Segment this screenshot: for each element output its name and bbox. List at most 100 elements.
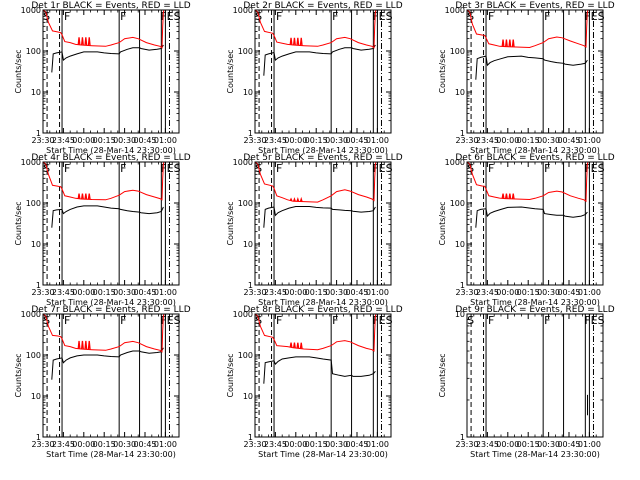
x-tick-label: 23:45 <box>476 440 499 449</box>
marker-label-f: F <box>488 10 494 23</box>
x-tick-label: 00:30 <box>113 136 136 145</box>
x-tick-label: 01:00 <box>366 440 389 449</box>
x-tick-label: 00:30 <box>537 136 560 145</box>
x-tick-label: 00:30 <box>537 288 560 297</box>
lld-spike <box>292 342 296 349</box>
x-tick-label: 23:30 <box>455 136 478 145</box>
events-series-line <box>51 347 164 380</box>
y-tick-label: 100 <box>238 351 253 360</box>
events-series-line <box>475 206 588 228</box>
marker-label-f: F <box>276 162 282 175</box>
y-tick-label: 100 <box>450 199 465 208</box>
x-axis-title: Start Time (28-Mar-14 23:30:00) <box>46 146 176 155</box>
lld-spike <box>80 340 84 350</box>
lld-series-line <box>466 161 589 203</box>
events-series-line <box>51 205 164 228</box>
lld-spike <box>87 37 91 46</box>
y-tick-label: 1000 <box>445 6 465 15</box>
marker-label-f: F <box>544 10 550 23</box>
x-tick-label: 00:30 <box>325 136 348 145</box>
marker-label-f: F <box>64 10 70 23</box>
y-tick-label: 1000 <box>233 158 253 167</box>
lld-spike <box>508 39 512 47</box>
x-tick-label: 00:00 <box>72 440 95 449</box>
lld-spike <box>504 193 508 199</box>
x-tick-label: 00:45 <box>345 136 368 145</box>
events-series-line <box>263 44 376 76</box>
x-tick-label: 23:45 <box>264 288 287 297</box>
x-tick-label: 00:30 <box>325 288 348 297</box>
lld-spike <box>289 37 293 45</box>
x-tick-label: 01:00 <box>154 440 177 449</box>
x-tick-label: 23:45 <box>264 440 287 449</box>
x-tick-label: 00:00 <box>496 440 519 449</box>
lld-spike <box>296 37 300 46</box>
x-tick-label: 01:00 <box>578 288 601 297</box>
y-tick-label: 10 <box>31 240 41 249</box>
plot-frame <box>466 313 604 438</box>
lld-spike <box>289 197 293 202</box>
x-axis-title: Start Time (28-Mar-14 23:30:00) <box>470 450 600 459</box>
x-tick-label: 23:30 <box>243 440 266 449</box>
y-tick-label: 10 <box>243 392 253 401</box>
x-tick-label: 00:45 <box>557 136 580 145</box>
y-tick-label: 10 <box>243 88 253 97</box>
marker-label-f: F <box>332 314 338 327</box>
x-tick-label: 00:15 <box>305 288 328 297</box>
panel-title: Det 4r BLACK = Events, RED = LLD <box>31 153 190 163</box>
lld-series-line <box>254 313 377 352</box>
lld-spike <box>84 37 88 46</box>
x-axis-title: Start Time (28-Mar-14 23:30:00) <box>470 146 600 155</box>
panel-title: Det 9r BLACK = Events, RED = LLD <box>455 305 614 315</box>
x-axis-title: Start Time (28-Mar-14 23:30:00) <box>470 298 600 307</box>
x-tick-label: 00:30 <box>113 440 136 449</box>
x-tick-label: 00:45 <box>557 288 580 297</box>
y-tick-label: 10 <box>243 240 253 249</box>
lld-spike <box>508 193 512 199</box>
events-series-line <box>475 55 588 80</box>
lld-spike <box>77 340 81 349</box>
x-tick-label: 23:30 <box>455 440 478 449</box>
events-series-line <box>263 206 376 228</box>
y-tick-label: 10 <box>455 310 465 319</box>
y-tick-label: 1000 <box>21 310 41 319</box>
lld-spike <box>80 37 84 46</box>
events-series-line <box>51 44 164 73</box>
lld-spike <box>84 193 88 200</box>
x-tick-label: 00:00 <box>72 136 95 145</box>
y-tick-label: 10 <box>31 392 41 401</box>
marker-label-f: F <box>120 314 126 327</box>
x-tick-label: 23:30 <box>243 136 266 145</box>
y-tick-label: 1 <box>36 129 41 138</box>
y-axis-title: Counts/sec <box>226 353 235 397</box>
lld-series-line <box>254 161 377 203</box>
lld-spike <box>299 37 303 46</box>
x-tick-label: 00:00 <box>72 288 95 297</box>
x-tick-label: 00:15 <box>93 440 116 449</box>
x-tick-label: 23:30 <box>31 288 54 297</box>
x-tick-label: 00:45 <box>345 440 368 449</box>
marker-label-f: F <box>64 314 70 327</box>
plot-frame <box>42 9 180 134</box>
y-tick-label: 10 <box>31 88 41 97</box>
y-tick-label: 1 <box>36 433 41 442</box>
marker-label-f: F <box>332 162 338 175</box>
panel-title: Det 5r BLACK = Events, RED = LLD <box>243 153 402 163</box>
x-tick-label: 00:00 <box>284 136 307 145</box>
x-tick-label: 23:30 <box>31 440 54 449</box>
lld-spike <box>501 193 505 199</box>
x-tick-label: 00:00 <box>496 136 519 145</box>
panel-title: Det 8r BLACK = Events, RED = LLD <box>243 305 402 315</box>
x-tick-label: 00:15 <box>93 288 116 297</box>
plot-frame <box>42 161 180 286</box>
x-axis-title: Start Time (28-Mar-14 23:30:00) <box>258 450 388 459</box>
lld-spike <box>511 39 515 47</box>
x-tick-label: 23:30 <box>31 136 54 145</box>
x-tick-label: 00:45 <box>133 136 156 145</box>
lld-spike <box>299 196 303 202</box>
